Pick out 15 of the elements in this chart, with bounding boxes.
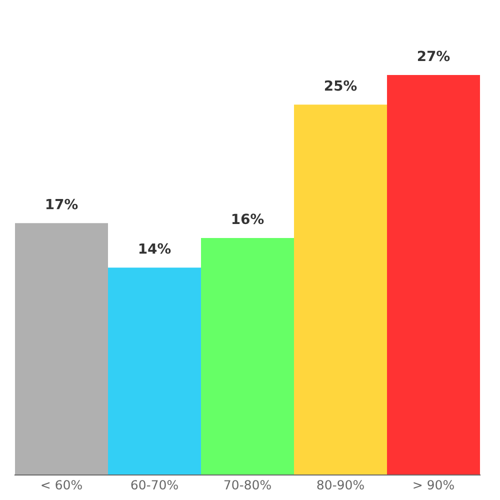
x-tick-label: 70-80% [224, 480, 271, 490]
bar [108, 268, 201, 475]
bar [387, 75, 480, 475]
x-tick-label: 80-90% [317, 480, 364, 490]
data-label: 27% [418, 50, 450, 62]
data-label: 14% [139, 243, 171, 254]
data-label: 17% [46, 198, 78, 210]
bar [15, 223, 108, 475]
x-tick-label: > 90% [414, 480, 454, 490]
x-tick-label: < 60% [42, 480, 82, 490]
x-tick-label: 60-70% [131, 480, 178, 490]
data-label: 16% [232, 214, 264, 224]
bar [294, 104, 387, 475]
data-label: 25% [324, 80, 357, 91]
bar [201, 238, 294, 475]
